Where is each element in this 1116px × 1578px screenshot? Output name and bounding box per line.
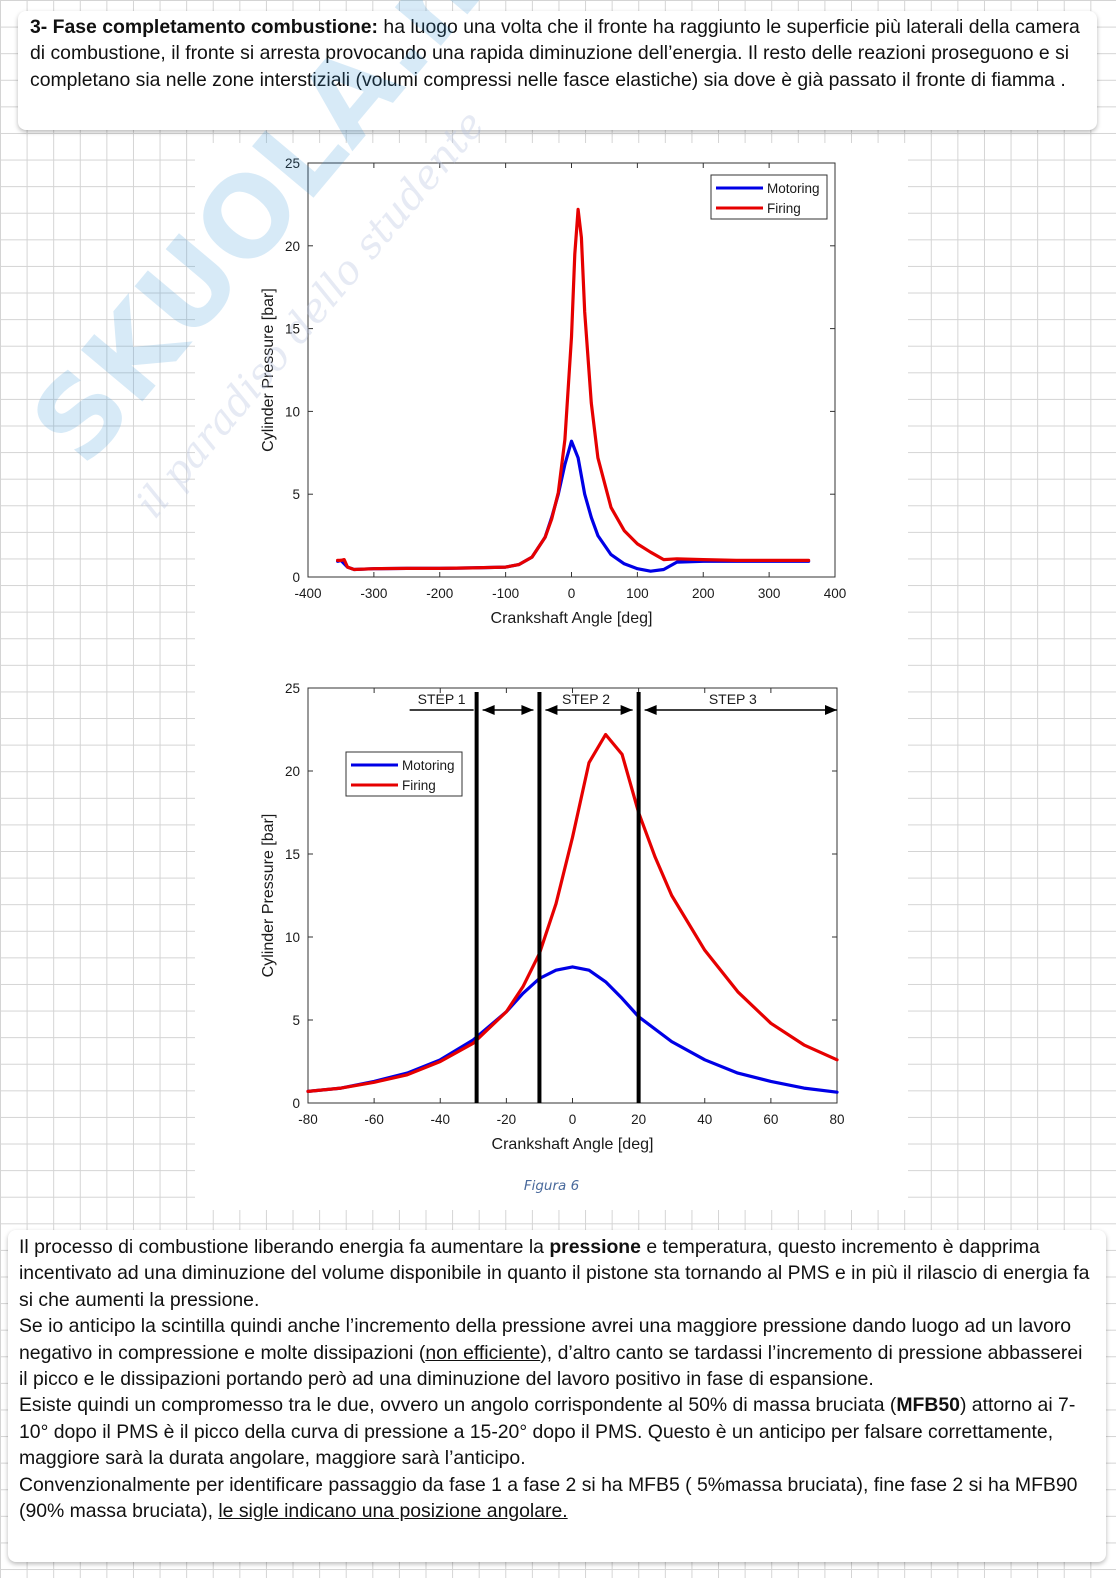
chart1-x-tick-label: 100: [626, 586, 649, 601]
chart2-step-label: STEP 2: [562, 691, 610, 707]
chart1-y-tick-label: 20: [285, 239, 300, 254]
chart1-y-tick-label: 5: [292, 487, 300, 502]
chart1-series-firing-line: [336, 207, 811, 572]
chart1-legend-label: Firing: [767, 201, 801, 216]
chart1-x-tick-label: -300: [360, 586, 387, 601]
chart2-y-axis-label: Cylinder Pressure [bar]: [260, 814, 277, 978]
paragraph-3-text: Esiste quindi un compromesso tra le due,…: [19, 1394, 897, 1417]
paragraph-2-rest: ), d’altro canto se tardassi l’increment…: [19, 1341, 1083, 1391]
pressione-bold: pressione: [549, 1236, 641, 1258]
chart1-x-tick-label: -100: [492, 586, 519, 601]
chart2-x-tick-label: 40: [697, 1112, 712, 1127]
chart1-x-tick-label: -200: [426, 586, 453, 601]
crank-angle-chart-zoom: -80 -60 -40 -20 0 20 40 60 80 0 5 10 15 20 25 Crankshaf…: [260, 681, 845, 1153]
top-text-card: 3- Fase completamento combustione: ha lu…: [18, 11, 1097, 130]
chart2-y-tick-label: 20: [285, 764, 300, 779]
paragraph-3-rest: ) attorno ai 7-10° dopo il PMS è il picc…: [19, 1394, 1076, 1470]
chart2-step-arrow-head: [825, 705, 837, 715]
chart2-step-arrow-head: [521, 705, 534, 715]
chart2-x-tick-label: 0: [569, 1112, 577, 1127]
top-paragraph-text: ha luogo una volta che il fronte ha ragg…: [30, 16, 1080, 91]
figure-panel: -400 -300 -200 -100 0 100 200 300 400 0 5 10 15 20 25 C…: [195, 143, 908, 1210]
chart2-step-arrow-head: [620, 705, 633, 715]
chart1-y-tick-label: 0: [292, 570, 300, 585]
chart2-y-tick-label: 0: [292, 1096, 300, 1111]
chart2-step-label: STEP 3: [709, 691, 757, 707]
chart1-legend-label: Motoring: [767, 181, 820, 196]
chart2-y-tick-label: 10: [285, 930, 300, 945]
chart2-x-axis-label: Crankshaft Angle [deg]: [492, 1136, 654, 1153]
chart1-x-tick-label: -400: [294, 586, 321, 601]
figure-caption: Figura 6: [523, 1178, 580, 1194]
paragraph-2-text: Se io anticipo la scintilla quindi anche…: [19, 1315, 1072, 1364]
chart1-y-tick-label: 15: [285, 322, 300, 337]
chart2-step-label: STEP 1: [418, 691, 466, 707]
chart1-x-axis-label: Crankshaft Angle [deg]: [491, 610, 653, 627]
chart2-y-tick-label: 25: [285, 681, 300, 696]
chart1-plot-area: [307, 162, 836, 578]
paragraph-1: Il processo di combustione liberando ene…: [19, 1234, 1095, 1313]
top-paragraph: 3- Fase completamento combustione: ha lu…: [30, 14, 1085, 93]
chart2-x-tick-label: 20: [631, 1112, 646, 1127]
paragraph-4: Convenzionalmente per identificare passa…: [19, 1472, 1095, 1525]
chart1-y-tick-label: 10: [285, 404, 300, 419]
chart2-legend-box: [345, 751, 463, 797]
paragraph-2: Se io anticipo la scintilla quindi anche…: [19, 1313, 1095, 1392]
chart1-legend-box: [710, 174, 828, 220]
chart2-plot-area: [307, 687, 838, 1104]
chart2-x-tick-label: -40: [430, 1112, 450, 1127]
chart2-step-arrow-head: [545, 705, 558, 715]
chart2-legend-label: Firing: [402, 778, 436, 793]
mfb50-bold: MFB50: [896, 1394, 960, 1417]
chart2-series-firing-line: [306, 732, 839, 1093]
section-heading: 3- Fase completamento combustione:: [30, 16, 379, 38]
paragraph-4-text: Convenzionalmente per identificare passa…: [19, 1473, 1078, 1523]
chart1-x-tick-label: 400: [824, 586, 847, 601]
chart1-x-tick-label: 0: [568, 586, 576, 601]
chart2-step-arrow-head: [644, 705, 657, 715]
chart2-x-tick-label: -60: [364, 1112, 384, 1127]
chart2-step-arrow-head: [482, 705, 495, 715]
bottom-text-card: Il processo di combustione liberando ene…: [8, 1230, 1106, 1562]
chart2-x-tick-label: 60: [763, 1112, 778, 1127]
paragraph-1-rest: e temperatura, questo incremento è dappr…: [19, 1236, 1090, 1311]
non-efficiente-underline: non efficiente: [425, 1341, 541, 1364]
chart1-x-tick-label: 300: [758, 586, 781, 601]
chart2-x-tick-label: -80: [298, 1112, 318, 1127]
chart2-y-tick-label: 15: [285, 847, 300, 862]
chart2-x-tick-label: -20: [497, 1112, 517, 1127]
paragraph-3: Esiste quindi un compromesso tra le due,…: [19, 1392, 1095, 1471]
paragraph-1-text: Il processo di combustione liberando ene…: [19, 1236, 550, 1258]
chart2-x-tick-label: 80: [829, 1112, 844, 1127]
chart2-legend-label: Motoring: [402, 758, 455, 773]
chart1-x-tick-label: 200: [692, 586, 715, 601]
chart2-y-tick-label: 5: [292, 1013, 300, 1028]
chart1-y-tick-label: 25: [285, 156, 300, 171]
crank-angle-chart-full: -400 -300 -200 -100 0 100 200 300 400 0 5 10 15 20 25 C…: [260, 156, 847, 627]
sigle-underline: le sigle indicano una posizione angolare…: [218, 1500, 568, 1523]
chart1-y-axis-label: Cylinder Pressure [bar]: [260, 288, 277, 452]
